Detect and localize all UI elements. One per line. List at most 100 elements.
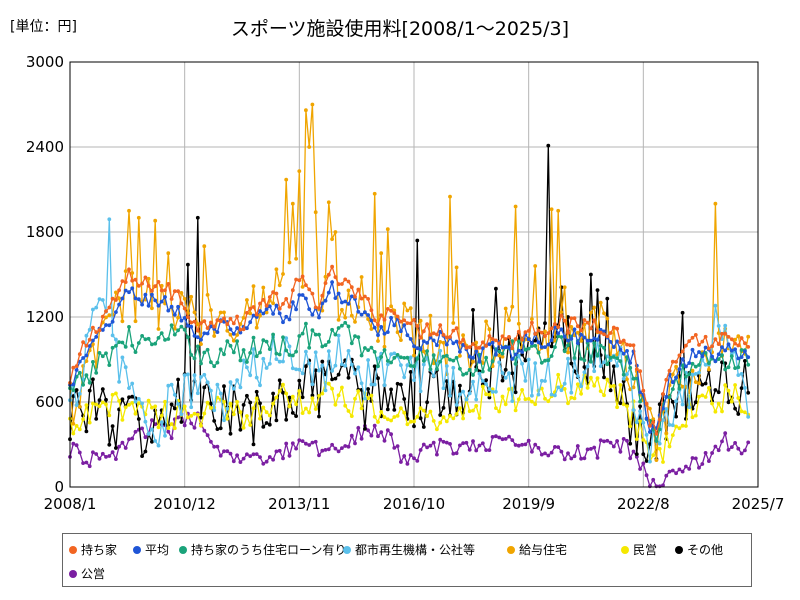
data-point — [123, 405, 128, 410]
data-point — [500, 345, 505, 350]
data-point — [136, 401, 141, 405]
data-point — [284, 297, 289, 301]
data-point — [399, 338, 403, 342]
data-point — [546, 453, 551, 458]
data-point — [700, 462, 705, 466]
data-point — [628, 441, 633, 446]
data-point — [739, 451, 744, 456]
data-point — [71, 382, 76, 387]
data-point — [143, 275, 148, 280]
data-point — [490, 390, 495, 394]
data-point — [304, 283, 308, 287]
data-point — [448, 194, 452, 199]
data-point — [313, 305, 318, 310]
data-point — [399, 382, 403, 387]
data-point — [290, 353, 295, 358]
data-point — [169, 422, 174, 426]
data-point — [707, 386, 711, 390]
data-point — [500, 378, 505, 383]
data-point — [451, 328, 456, 333]
data-point — [526, 397, 531, 401]
data-point — [448, 335, 452, 339]
data-point — [713, 359, 718, 364]
data-point — [428, 332, 433, 337]
data-point — [592, 336, 597, 341]
data-point — [549, 344, 554, 349]
data-point — [156, 425, 161, 430]
data-point — [359, 381, 364, 386]
data-point — [104, 323, 108, 327]
data-point — [189, 353, 194, 357]
data-point — [349, 362, 354, 367]
data-point — [421, 425, 426, 429]
data-point — [500, 437, 505, 442]
data-point — [163, 399, 167, 404]
legend-marker — [507, 545, 515, 554]
data-point — [523, 397, 528, 402]
data-point — [107, 313, 112, 318]
data-point — [356, 389, 361, 393]
data-point — [97, 297, 102, 301]
data-point — [245, 360, 249, 364]
data-point — [376, 434, 380, 439]
data-point — [156, 303, 161, 308]
data-point — [474, 346, 479, 350]
data-point — [228, 451, 233, 456]
data-point — [84, 403, 89, 407]
data-point — [523, 442, 528, 447]
data-point — [84, 373, 89, 378]
data-point — [267, 295, 272, 299]
data-point — [231, 350, 236, 355]
data-point — [402, 356, 407, 360]
data-point — [140, 334, 145, 338]
data-point — [333, 402, 338, 407]
data-point — [258, 301, 262, 306]
data-point — [172, 406, 177, 411]
data-point — [222, 400, 226, 404]
data-point — [159, 331, 164, 335]
data-point — [169, 382, 174, 387]
legend-label: 民営 — [633, 543, 658, 557]
data-point — [408, 370, 413, 374]
data-point — [743, 341, 747, 346]
data-point — [81, 382, 85, 387]
data-point — [474, 397, 479, 402]
data-point — [579, 339, 583, 343]
data-point — [575, 330, 580, 335]
data-point — [231, 332, 236, 336]
data-point — [487, 395, 492, 400]
data-point — [245, 452, 249, 457]
data-point — [546, 399, 551, 404]
data-point — [451, 358, 456, 363]
data-point — [385, 307, 390, 311]
data-point — [366, 313, 370, 317]
data-point — [97, 328, 102, 333]
data-point — [326, 290, 331, 295]
data-point — [271, 332, 275, 337]
data-point — [376, 322, 380, 327]
data-point — [110, 392, 115, 397]
data-point — [674, 471, 678, 476]
data-point — [294, 256, 298, 261]
data-point — [644, 459, 649, 463]
data-point — [385, 330, 390, 334]
data-point — [91, 377, 95, 382]
data-point — [687, 361, 692, 365]
data-point — [366, 396, 370, 401]
legend: 持ち家 平均 持ち家のうち住宅ローン有り 都市再生機構・公社等 給与住宅 民営 その他 公営 — [62, 533, 752, 587]
data-point — [209, 320, 213, 325]
data-point — [575, 444, 580, 448]
data-point — [454, 339, 459, 344]
data-point — [598, 343, 603, 348]
data-point — [648, 459, 652, 464]
data-point — [539, 360, 544, 365]
data-point — [130, 286, 135, 291]
data-point — [451, 321, 456, 325]
data-point — [218, 319, 223, 324]
data-point — [431, 331, 436, 336]
data-point — [625, 404, 629, 408]
data-point — [726, 365, 731, 370]
data-point — [461, 337, 465, 342]
series-2 — [68, 320, 751, 444]
data-point — [205, 400, 210, 405]
